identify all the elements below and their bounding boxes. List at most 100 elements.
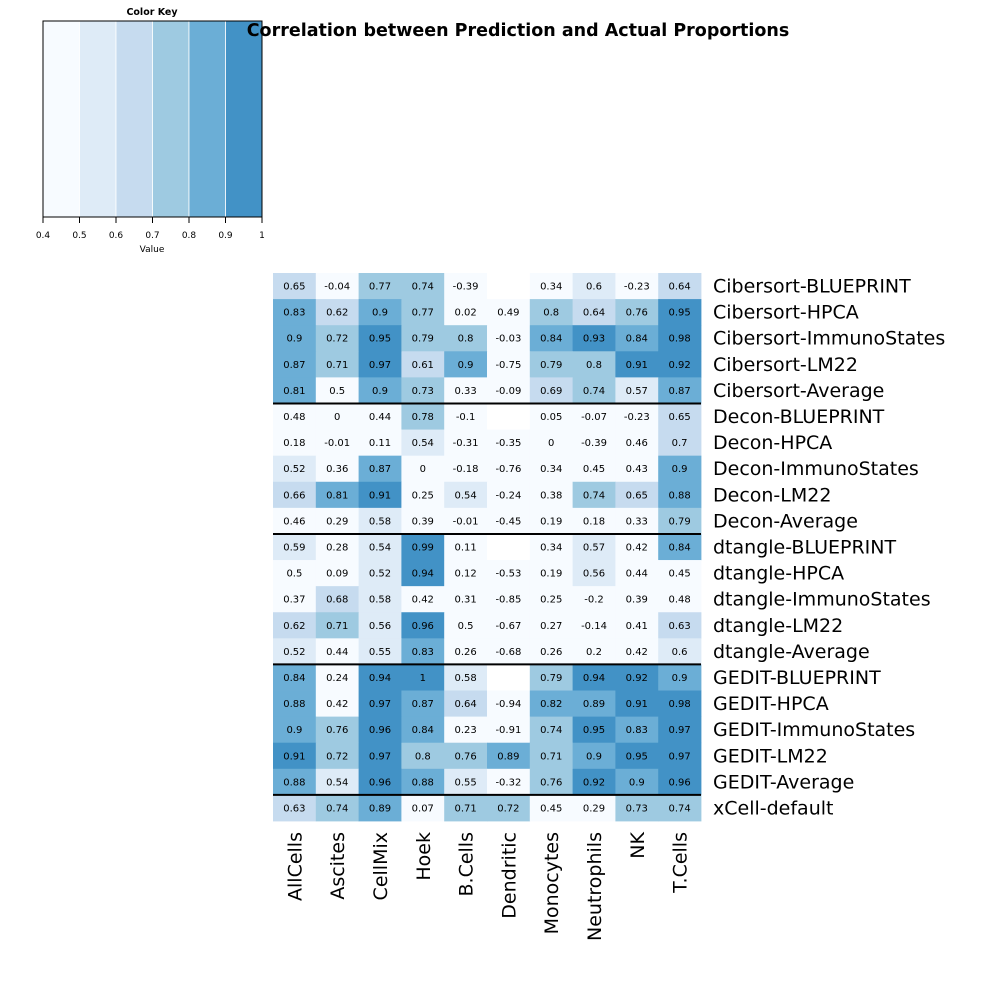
group-separators [273, 402, 701, 796]
column-label: CellMix [370, 832, 392, 900]
heatmap-cell [487, 664, 531, 691]
heatmap-cell [572, 299, 616, 326]
heatmap-cell [273, 768, 317, 796]
column-label: Ascites [327, 832, 349, 900]
heatmap-cell [658, 612, 702, 639]
heatmap-cell [658, 638, 702, 665]
heatmap-cell [444, 299, 488, 326]
cell-value-label: 0.42 [326, 699, 348, 710]
cell-value-label: 0.8 [586, 360, 602, 371]
cell-value-label: 0.88 [283, 699, 305, 710]
heatmap-cell [273, 690, 317, 718]
cell-value-label: 0.9 [586, 751, 602, 762]
cell-value-label: 0.5 [329, 386, 345, 397]
heatmap-cell [315, 377, 359, 404]
heatmap-cell [401, 273, 445, 300]
heatmap-cell [401, 690, 445, 718]
heatmap-cell [615, 664, 659, 691]
row-label: Decon-HPCA [713, 432, 832, 454]
cell-value-label: 0.33 [454, 386, 476, 397]
heatmap-cell [615, 638, 659, 665]
heatmap-cell [487, 481, 531, 509]
cell-value-label: 0.72 [497, 803, 519, 814]
cell-value-label: 0.99 [412, 543, 434, 554]
cell-value-label: 0.39 [412, 516, 434, 527]
cell-value-label: 0.61 [412, 360, 434, 371]
cell-value-label: 0.71 [454, 803, 476, 814]
chart-title: Correlation between Prediction and Actua… [247, 21, 790, 41]
heatmap-cell [401, 742, 445, 770]
heatmap-cell [315, 507, 359, 535]
heatmap-cell [444, 716, 488, 744]
heatmap-cell [572, 273, 616, 300]
cell-value-label: 0.97 [369, 751, 391, 762]
cell-value-label: 0.52 [283, 647, 305, 658]
cell-value-label: 0.46 [626, 438, 648, 449]
heatmap-cell [444, 507, 488, 535]
column-labels: AllCells Ascites CellMix Hoek B.Cells Dendrit… [284, 831, 691, 941]
cell-value-label: 0.98 [668, 334, 690, 345]
heatmap-cell [615, 273, 659, 300]
cell-value-label: 0.83 [412, 647, 434, 658]
cell-value-label: 0.95 [583, 725, 605, 736]
heatmap-cell [358, 455, 402, 483]
heatmap-cell [529, 664, 573, 691]
heatmap-cell [658, 403, 702, 430]
cell-value-label: -0.14 [581, 621, 607, 632]
heatmap-cell [487, 507, 531, 535]
heatmap-cell [615, 794, 659, 822]
cell-value-label: 0.76 [626, 308, 648, 319]
cell-value-label: 0.88 [668, 490, 690, 501]
heatmap-cell [572, 351, 616, 378]
row-label: GEDIT-BLUEPRINT [713, 667, 881, 689]
heatmap-cell [315, 716, 359, 744]
heatmap-cell [401, 533, 445, 561]
heatmap-cell [487, 299, 531, 326]
cell-value-label: 0 [420, 464, 426, 475]
heatmap-cell [358, 664, 402, 691]
heatmap-cell [487, 716, 531, 744]
cell-value-label: 0.9 [458, 360, 474, 371]
cell-value-label: 0.76 [326, 725, 348, 736]
color-key-xlabel: Value [140, 245, 165, 255]
cell-value-label: 0.44 [326, 647, 348, 658]
cell-value-label: 0.25 [540, 595, 562, 606]
cell-value-label: 0 [334, 412, 340, 423]
heatmap-cell [529, 690, 573, 718]
heatmap-cell [273, 716, 317, 744]
cell-value-label: 0.73 [626, 803, 648, 814]
cell-value-label: 0.6 [672, 647, 688, 658]
cell-value-label: 0.89 [369, 803, 391, 814]
cell-value-label: 0.95 [668, 308, 690, 319]
cell-value-label: -0.2 [584, 595, 604, 606]
heatmap-cell [444, 533, 488, 561]
heatmap-cell [487, 742, 531, 770]
cell-value-label: 0.34 [540, 543, 562, 554]
heatmap-cell [487, 612, 531, 639]
heatmap-cell [529, 299, 573, 326]
heatmap-cell [658, 716, 702, 744]
cell-value-label: 0.66 [283, 490, 305, 501]
column-label: B.Cells [456, 832, 478, 897]
heatmap-cell [615, 533, 659, 561]
cell-value-label: 0.55 [454, 777, 476, 788]
cell-value-label: 0.57 [626, 386, 648, 397]
cell-value-label: 0.91 [283, 751, 305, 762]
cell-value-label: 0.9 [672, 464, 688, 475]
cell-value-label: 0.7 [672, 438, 688, 449]
cell-value-label: 0.19 [540, 516, 562, 527]
color-key-swatch [115, 20, 153, 218]
heatmap-cell [401, 403, 445, 430]
cell-value-label: -0.07 [581, 412, 607, 423]
cell-value-label: 0.89 [583, 699, 605, 710]
color-key: Color Key 0.4 0.5 0.6 0.7 0.8 0.9 1 Value [0, 0, 272, 262]
cell-value-label: 0.94 [583, 673, 605, 684]
cell-value-label: 0.68 [326, 595, 348, 606]
cell-value-label: 0.8 [415, 751, 431, 762]
cell-value-label: -0.09 [495, 386, 521, 397]
heatmap-cell [529, 351, 573, 378]
cell-value-label: 0.9 [372, 308, 388, 319]
heatmap-cell [444, 794, 488, 822]
cell-value-label: 0.11 [454, 543, 476, 554]
heatmap-cell [401, 638, 445, 665]
